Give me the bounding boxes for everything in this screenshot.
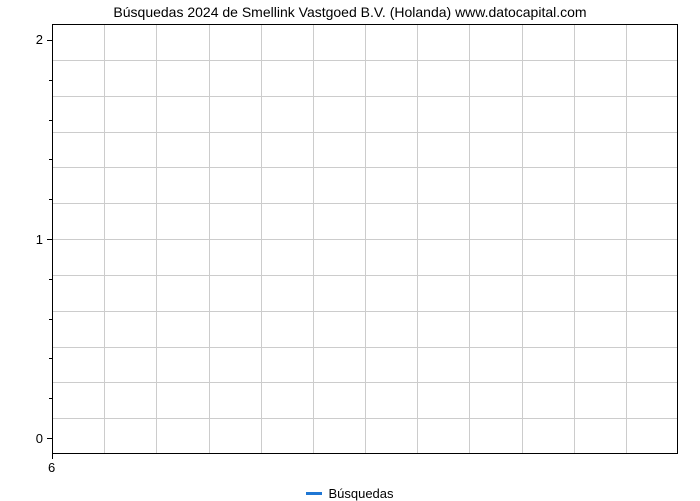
y-minor-tick	[49, 199, 52, 200]
gridline-horizontal	[52, 96, 678, 97]
y-minor-tick	[49, 120, 52, 121]
gridline-horizontal	[52, 132, 678, 133]
plot-area	[52, 24, 678, 454]
gridline-horizontal	[52, 167, 678, 168]
y-major-tick	[47, 239, 52, 240]
gridline-horizontal	[52, 347, 678, 348]
gridline-horizontal	[52, 418, 678, 419]
plot-border	[52, 24, 678, 25]
y-minor-tick	[49, 358, 52, 359]
y-minor-tick	[49, 398, 52, 399]
chart-title: Búsquedas 2024 de Smellink Vastgoed B.V.…	[0, 4, 700, 20]
legend: Búsquedas	[0, 486, 700, 501]
y-tick-label-0: 0	[36, 431, 43, 446]
gridline-horizontal	[52, 239, 678, 240]
gridline-horizontal	[52, 60, 678, 61]
y-major-tick	[47, 438, 52, 439]
plot-border	[52, 24, 53, 454]
gridline-horizontal	[52, 311, 678, 312]
y-minor-tick	[49, 159, 52, 160]
y-tick-label-1: 1	[36, 232, 43, 247]
y-minor-tick	[49, 319, 52, 320]
gridline-horizontal	[52, 203, 678, 204]
y-minor-tick	[49, 279, 52, 280]
y-major-tick	[47, 40, 52, 41]
y-minor-tick	[49, 80, 52, 81]
x-major-tick	[52, 454, 53, 459]
chart-container: Búsquedas 2024 de Smellink Vastgoed B.V.…	[0, 0, 700, 500]
gridline-horizontal	[52, 275, 678, 276]
gridline-horizontal	[52, 382, 678, 383]
y-tick-label-2: 2	[36, 32, 43, 47]
legend-swatch	[306, 492, 322, 495]
x-tick-label-0: 6	[48, 460, 55, 475]
plot-border	[677, 24, 678, 454]
plot-border	[52, 453, 678, 454]
legend-label: Búsquedas	[328, 486, 393, 501]
